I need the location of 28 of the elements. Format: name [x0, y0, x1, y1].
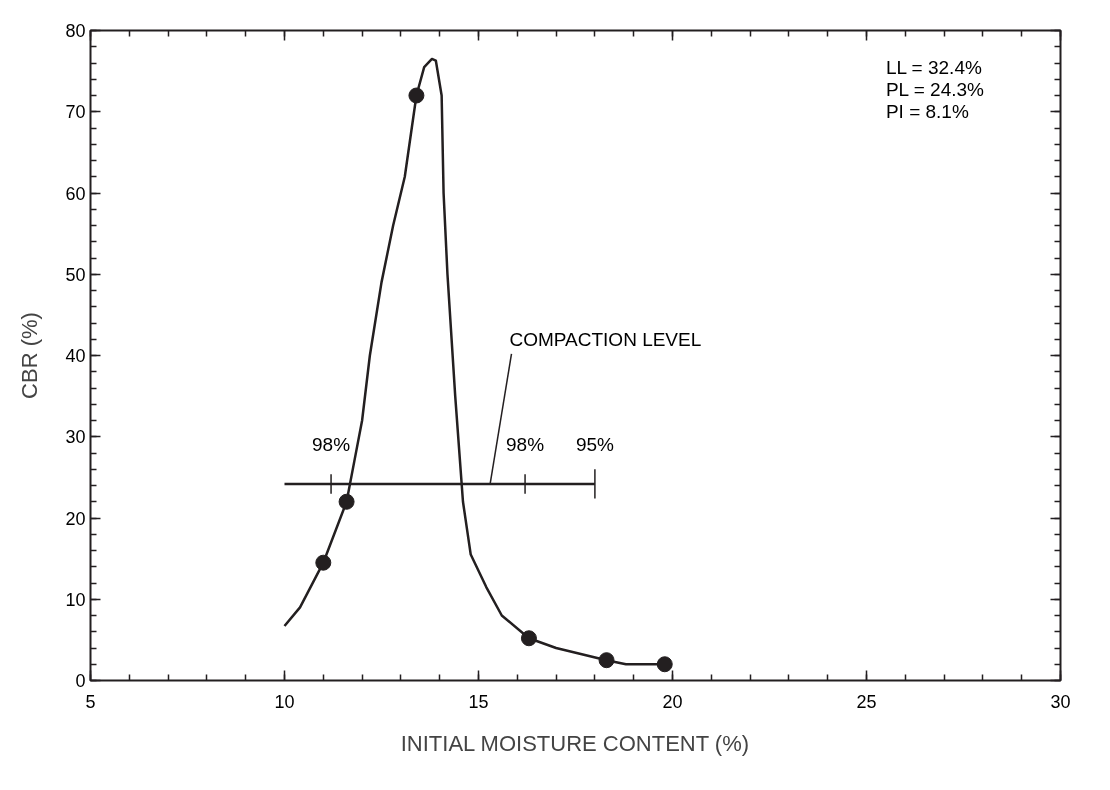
x-tick-label: 15 [468, 691, 489, 712]
annotation: 95% [575, 433, 615, 455]
point [598, 652, 615, 669]
annotation: 98% [506, 433, 545, 455]
point [520, 630, 537, 647]
x-tick-label: 30 [1050, 691, 1071, 712]
y-tick-label: 30 [65, 427, 86, 448]
x-tick-label: 20 [662, 691, 683, 712]
point [315, 554, 332, 571]
x-tick-label: 10 [274, 691, 295, 712]
y-tick-label: 0 [75, 671, 86, 691]
y-tick-label: 60 [65, 183, 86, 204]
y-tick-label: 20 [65, 508, 86, 529]
x-tick-label: 25 [856, 691, 877, 712]
point [338, 493, 355, 510]
annotation: COMPACTION LEVEL [509, 328, 702, 350]
y-tick-label: 40 [65, 346, 86, 366]
y-axis-title: CBR (%) [17, 312, 43, 399]
annotation: LL = 32.4% PL = 24.3% PI = 8.1% [885, 56, 985, 122]
y-tick-label: 10 [65, 589, 86, 610]
annotation: 98% [312, 433, 351, 455]
x-axis-title: INITIAL MOISTURE CONTENT (%) [400, 730, 750, 756]
y-tick-label: 50 [65, 264, 86, 285]
point [408, 87, 425, 104]
y-tick-label: 70 [65, 102, 86, 123]
point [656, 656, 673, 673]
x-tick-label: 5 [85, 691, 96, 712]
y-tick-label: 80 [65, 21, 86, 41]
